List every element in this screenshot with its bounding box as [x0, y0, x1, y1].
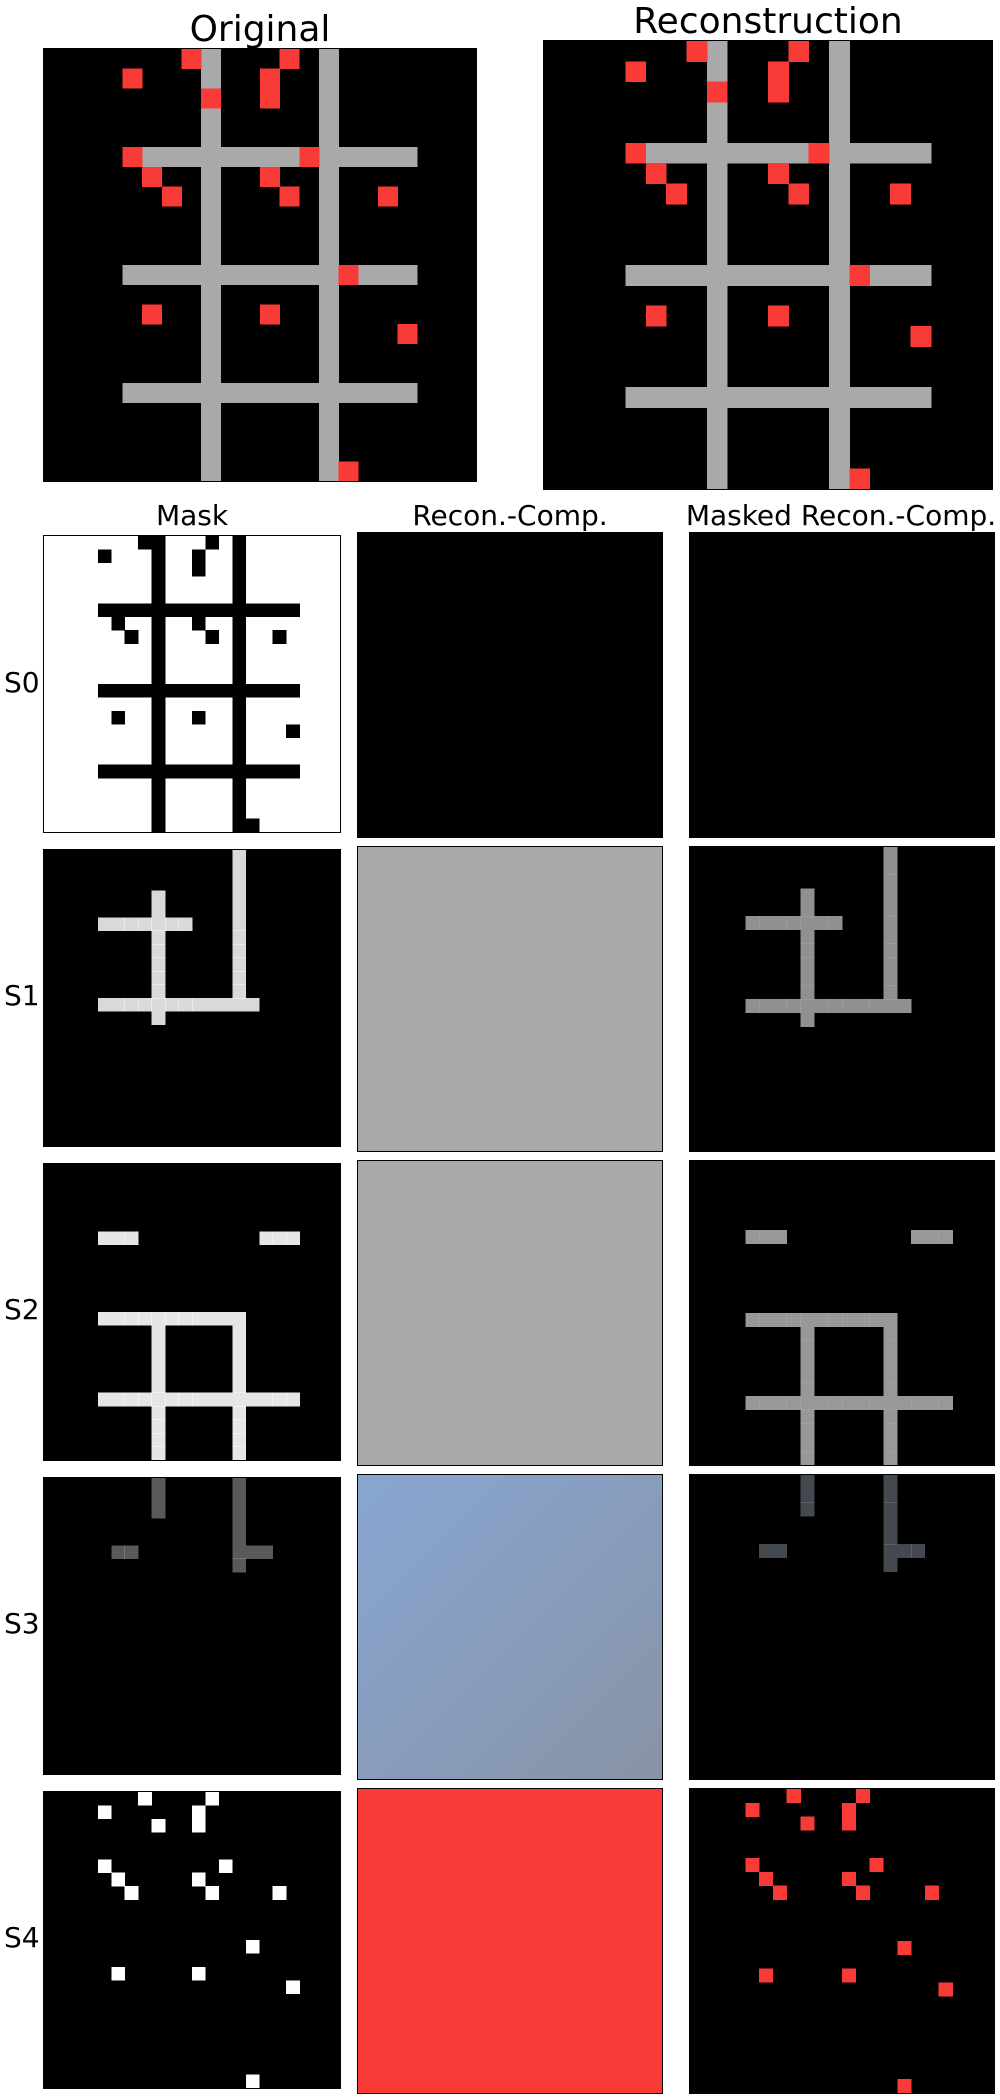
original-image	[43, 48, 477, 482]
recon-comp-s0	[357, 532, 663, 838]
mask-s2	[43, 1163, 341, 1461]
mask-s3	[43, 1477, 341, 1775]
row-label-s3: S3	[4, 1607, 40, 1640]
row-label-s0: S0	[4, 666, 40, 699]
masked-recon-comp-s3	[689, 1474, 995, 1780]
column-title-masked-recon-comp: Masked Recon.-Comp.	[685, 499, 997, 532]
masked-recon-comp-s0	[689, 532, 995, 838]
original-title: Original	[189, 9, 331, 50]
column-title-recon-comp: Recon.-Comp.	[412, 499, 608, 532]
recon-comp-s3	[357, 1474, 663, 1780]
reconstruction-title: Reconstruction	[633, 1, 903, 42]
row-label-s1: S1	[4, 979, 40, 1012]
row-label-s4: S4	[4, 1921, 40, 1954]
mask-s1	[43, 849, 341, 1147]
reconstruction-image	[543, 40, 993, 490]
masked-recon-comp-s2	[689, 1160, 995, 1466]
recon-comp-s2	[357, 1160, 663, 1466]
masked-recon-comp-s4	[689, 1788, 995, 2094]
mask-s0	[43, 535, 341, 833]
row-label-s2: S2	[4, 1293, 40, 1326]
mask-s4	[43, 1791, 341, 2089]
recon-comp-s1	[357, 846, 663, 1152]
recon-comp-s4	[357, 1788, 663, 2094]
column-title-mask: Mask	[155, 499, 229, 532]
masked-recon-comp-s1	[689, 846, 995, 1152]
